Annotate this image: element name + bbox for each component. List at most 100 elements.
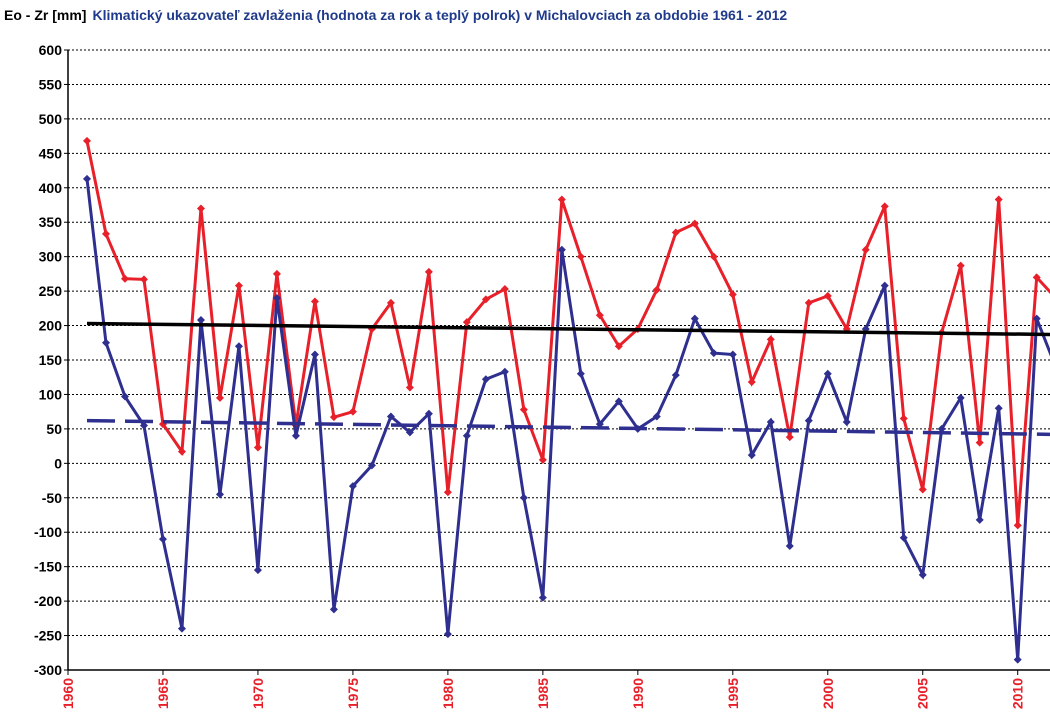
point bbox=[348, 482, 357, 491]
point bbox=[538, 455, 547, 464]
x-tick-label: 1970 bbox=[250, 678, 266, 709]
point bbox=[500, 367, 509, 376]
series-line bbox=[85, 178, 1050, 660]
point bbox=[272, 269, 281, 278]
y-tick-label: 300 bbox=[39, 249, 63, 265]
point bbox=[405, 383, 414, 392]
point bbox=[614, 342, 623, 351]
point bbox=[158, 535, 167, 544]
point bbox=[1032, 314, 1041, 323]
x-tick-label: 1975 bbox=[345, 678, 361, 709]
point bbox=[804, 416, 813, 425]
point bbox=[994, 404, 1003, 413]
point bbox=[842, 418, 851, 426]
y-tick-label: -250 bbox=[34, 628, 62, 644]
point bbox=[234, 281, 243, 290]
series-line bbox=[85, 140, 1050, 526]
point bbox=[918, 570, 927, 579]
point bbox=[766, 418, 775, 426]
point bbox=[994, 195, 1003, 204]
point bbox=[557, 245, 566, 254]
point bbox=[728, 290, 737, 299]
point bbox=[709, 252, 718, 261]
point bbox=[196, 316, 205, 325]
point bbox=[690, 219, 699, 228]
y-tick-label: 450 bbox=[39, 145, 63, 161]
y-tick-label: 0 bbox=[54, 455, 62, 471]
point bbox=[310, 350, 319, 359]
y-tick-label: 150 bbox=[39, 352, 63, 368]
point bbox=[519, 493, 528, 502]
point bbox=[101, 338, 110, 347]
plot-area bbox=[82, 136, 1050, 664]
point bbox=[671, 371, 680, 380]
y-unit: Eo - Zr [mm] bbox=[4, 7, 86, 23]
point bbox=[272, 294, 281, 302]
point bbox=[766, 335, 775, 344]
point bbox=[595, 420, 604, 429]
x-tick-label: 1990 bbox=[630, 678, 646, 709]
x-tick-label: 2000 bbox=[820, 678, 836, 709]
point bbox=[462, 431, 471, 440]
x-tick-label: 1960 bbox=[60, 678, 76, 709]
point bbox=[899, 533, 908, 542]
point bbox=[329, 605, 338, 614]
point bbox=[728, 350, 737, 359]
title-text: Klimatický ukazovateľ zavlaženia (hodnot… bbox=[92, 7, 787, 23]
y-tick-label: -300 bbox=[34, 662, 62, 678]
point bbox=[253, 566, 262, 575]
point bbox=[652, 412, 661, 421]
point bbox=[1013, 521, 1022, 530]
point bbox=[937, 424, 946, 433]
chart-title: Eo - Zr [mm] Klimatický ukazovateľ zavlaž… bbox=[4, 7, 787, 23]
y-tick-label: 350 bbox=[39, 214, 63, 230]
point bbox=[956, 393, 965, 402]
x-tick-label: 2010 bbox=[1010, 678, 1026, 709]
y-tick-label: 600 bbox=[39, 42, 63, 58]
y-tick-label: -150 bbox=[34, 559, 62, 575]
point bbox=[880, 202, 889, 211]
point bbox=[424, 409, 433, 418]
point bbox=[576, 252, 585, 261]
point bbox=[120, 274, 129, 283]
point bbox=[595, 311, 604, 320]
point bbox=[196, 204, 205, 213]
y-tick-label: -100 bbox=[34, 524, 62, 540]
point bbox=[386, 298, 395, 307]
point bbox=[785, 433, 794, 442]
point bbox=[899, 414, 908, 423]
point bbox=[177, 624, 186, 633]
point bbox=[386, 412, 395, 421]
point bbox=[139, 421, 148, 430]
point bbox=[367, 461, 376, 470]
x-tick-label: 1980 bbox=[440, 678, 456, 709]
grid bbox=[64, 49, 1050, 675]
point bbox=[557, 195, 566, 204]
point bbox=[747, 378, 756, 387]
x-tick-label: 1965 bbox=[155, 678, 171, 709]
point bbox=[652, 285, 661, 294]
point bbox=[1032, 273, 1041, 282]
point bbox=[861, 245, 870, 254]
point bbox=[538, 593, 547, 602]
trend-line bbox=[86, 321, 1050, 337]
y-tick-label: 550 bbox=[39, 76, 63, 92]
point bbox=[101, 229, 110, 238]
point bbox=[424, 267, 433, 276]
point bbox=[291, 431, 300, 440]
point bbox=[120, 392, 129, 401]
point bbox=[443, 488, 452, 497]
point bbox=[177, 447, 186, 456]
point bbox=[253, 443, 262, 452]
point bbox=[785, 542, 794, 550]
point bbox=[956, 261, 965, 270]
point bbox=[310, 297, 319, 306]
point bbox=[443, 630, 452, 639]
point bbox=[975, 515, 984, 524]
point bbox=[215, 393, 224, 402]
point bbox=[348, 407, 357, 416]
y-tick-label: 200 bbox=[39, 318, 63, 334]
point bbox=[234, 342, 243, 351]
y-tick-label: 500 bbox=[39, 111, 63, 127]
